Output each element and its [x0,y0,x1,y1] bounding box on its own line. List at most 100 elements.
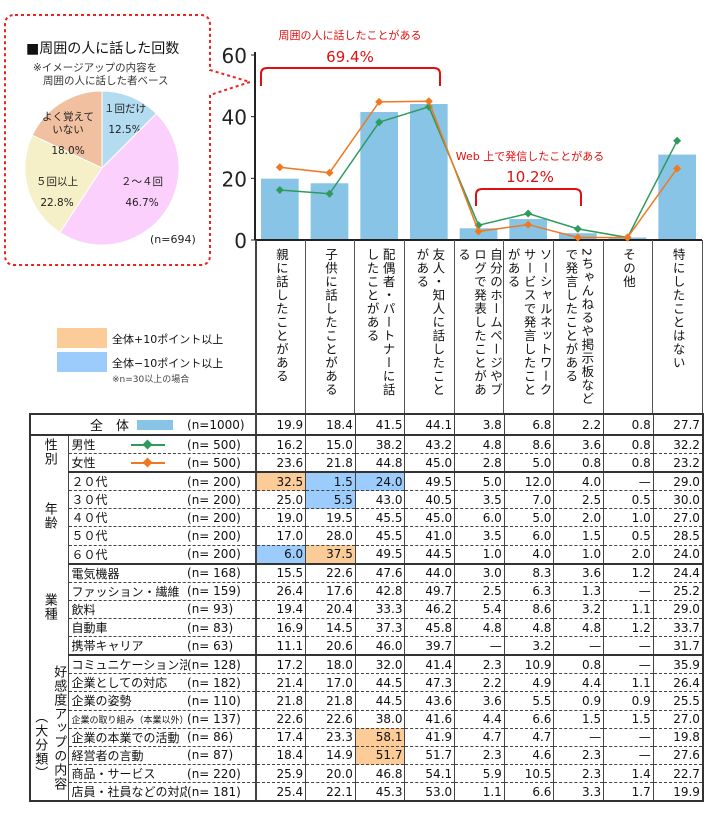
row-n: (n= 128) [187,657,241,672]
column-header: 友人・知人に話したことがある [404,240,454,413]
value-cell: 49.5 [355,545,406,565]
value-cell: 15.0 [305,435,356,454]
value-cell: 7.0 [504,490,555,510]
row-label: ６０代 [71,547,108,562]
value-cell: 18.0 [305,655,356,675]
legend-minus-label: 全体−10ポイント以上 [112,357,224,370]
value-cell: 35.9 [653,655,704,675]
row-label: ３０代 [71,493,108,508]
table-row: 企業の本業での活動 (n= 86) 17.4 23.3 58.1 41.9 4.7 4.7— —… [30,728,704,747]
table-row: 業種 電気機器 (n= 168) 15.5 22.6 47.6 44.0 3.0 8.3 3.6 1… [30,563,704,656]
value-cell: 4.4 [553,673,605,693]
row-label-cell: 店員・社員などの対応 (n= 181) [68,782,258,803]
pie-slice-label: いない [52,124,84,136]
row-label-cell: ５０代 (n= 200) [68,526,258,546]
row-label: 飲料 [71,602,96,617]
value-cell: 47.3 [404,673,456,693]
value-cell: 3.5 [454,526,505,546]
row-label-cell: 経営者の言動 (n= 87) [68,746,258,766]
row-label-cell: 企業としての対応 (n= 182) [68,673,258,693]
group-label: 業種 [41,593,57,622]
value-cell: 1.0 [454,545,505,565]
value-cell: 3.6 [454,691,505,711]
table-row: 企業の姿勢 (n= 110) 21.8 21.8 44.5 43.6 3.6 5.5 0.9 0.… [30,691,704,711]
value-cell: 1.2 [603,618,654,638]
row-label: 男性 [71,438,96,452]
value-cell: — [603,472,654,491]
value-cell: 53.0 [404,782,456,803]
value-cell: 41.0 [404,526,456,546]
pie-slice [31,90,103,169]
value-cell: 27.0 [653,508,704,528]
value-cell: 21.4 [256,673,307,693]
legend-plus-label: 全体+10ポイント以上 [112,333,224,346]
value-cell: 4.4 [454,710,505,729]
value-cell: 2.0 [553,508,605,528]
group-label: 性別 [41,438,57,466]
row-label: コミュニケーション活動 [71,658,188,673]
value-cell: 44.1 [404,414,456,436]
row-label-cell: 電気機器 (n= 168) [68,563,258,583]
table-row: 携帯キャリア (n= 63) 11.1 20.6 46.0 39.7—3.2— —31.7 [30,636,704,657]
value-cell: 5.4 [454,600,505,619]
value-cell: 8.6 [504,435,555,454]
line-point [623,233,632,242]
value-cell: 5.0 [454,472,505,491]
value-cell: 49.7 [404,582,456,601]
value-cell: 1.5 [305,472,356,491]
column-header-label: 自分のホームページやブログで発表したことがある [455,248,503,397]
value-cell: 32.5 [256,472,307,491]
table-row: 全 体 (n=1000) 19.9 18.4 41.5 44.1 3.8 6.8 2.2 0.8 2… [30,414,704,436]
value-cell: 0.5 [603,526,654,546]
value-cell: 3.2 [504,636,555,657]
annotation-talked-value: 69.4% [326,48,374,66]
value-cell: 6.8 [504,414,555,436]
value-cell: 0.9 [603,691,654,711]
row-label: 企業としての対応 [71,676,168,691]
group-label: 好感度アップの内容 [51,664,67,791]
value-cell: 46.8 [355,764,406,784]
value-cell: 4.7 [504,728,555,747]
column-header-label: その他 [620,248,636,289]
value-cell: 11.1 [256,636,307,657]
data-table: 全 体 (n=1000) 19.9 18.4 41.5 44.1 3.8 6.8 2.2 0.8 2… [29,413,704,803]
row-label: ファッション・繊維 [71,584,180,599]
column-header-label: 親に話したことがある [273,248,289,383]
column-header: 特にしたことはない [652,240,702,413]
line-point [573,233,582,242]
row-label: 企業の本業での活動 [71,730,180,745]
value-cell: 0.8 [553,655,605,675]
value-cell: 25.2 [653,582,704,601]
row-n: (n= 200) [187,492,241,507]
row-label-cell: ２０代 (n= 200) [68,472,258,491]
line-point [275,163,284,172]
value-cell: 23.6 [256,453,307,473]
row-n: (n= 86) [187,730,234,745]
group-label: 年齢 [41,501,57,530]
value-cell: 37.5 [305,545,356,565]
value-cell: 2.5 [454,582,505,601]
table-row: 好感度アップの内容（大分類）コミュニケーション活動(n= 128)17.218.… [30,655,704,802]
pie-slice-value: 18.0% [51,145,84,157]
value-cell: 54.1 [404,764,456,784]
value-cell: 1.5 [553,710,605,729]
value-cell: 22.1 [305,782,356,803]
value-cell: 0.5 [603,490,654,510]
row-label: 店員・社員などの対応 [71,785,188,800]
value-cell: 5.5 [504,691,555,711]
value-cell: 3.5 [454,490,505,510]
table-row: 店員・社員などの対応 (n= 181) 25.4 22.1 45.3 53.0 1.1 6.6… [30,782,704,803]
value-cell: 20.0 [305,764,356,784]
value-cell: 17.6 [305,582,356,601]
value-cell: 24.4 [653,563,704,583]
row-label-cell: 商品・サービス (n= 220) [68,764,258,784]
value-cell: — [454,636,505,657]
value-cell: 4.8 [454,435,505,454]
row-label: ４０代 [71,511,108,526]
value-cell: 21.8 [256,691,307,711]
line-point [573,224,582,233]
value-cell: 43.6 [404,691,456,711]
value-cell: 39.7 [404,636,456,657]
value-cell: 3.0 [454,563,505,583]
group-label-cell: 好感度アップの内容 （大分類） [30,655,69,802]
